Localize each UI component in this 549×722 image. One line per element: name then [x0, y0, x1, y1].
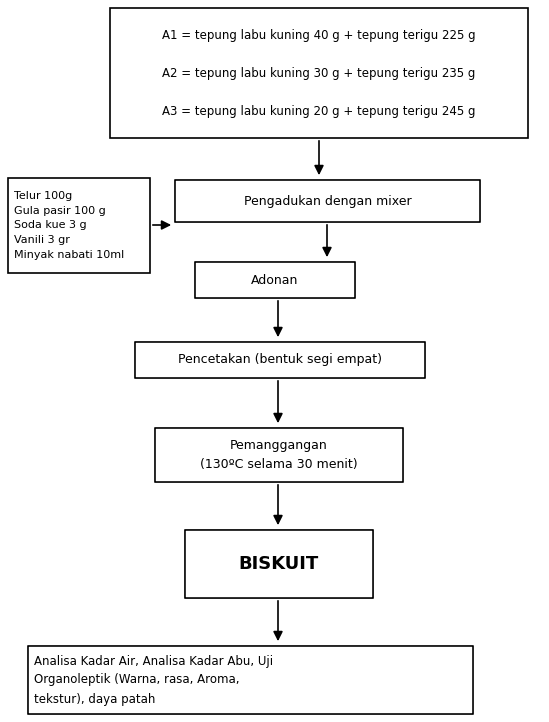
Text: Pemanggangan
(130ºC selama 30 menit): Pemanggangan (130ºC selama 30 menit) [200, 439, 358, 471]
FancyBboxPatch shape [155, 428, 403, 482]
FancyBboxPatch shape [175, 180, 480, 222]
FancyBboxPatch shape [185, 530, 373, 598]
Text: Pengadukan dengan mixer: Pengadukan dengan mixer [244, 194, 411, 207]
Text: Pencetakan (bentuk segi empat): Pencetakan (bentuk segi empat) [178, 354, 382, 367]
Text: A1 = tepung labu kuning 40 g + tepung terigu 225 g

A2 = tepung labu kuning 30 g: A1 = tepung labu kuning 40 g + tepung te… [162, 28, 476, 118]
FancyBboxPatch shape [28, 646, 473, 714]
FancyBboxPatch shape [135, 342, 425, 378]
FancyBboxPatch shape [110, 8, 528, 138]
Text: Adonan: Adonan [251, 274, 299, 287]
FancyBboxPatch shape [8, 178, 150, 273]
FancyBboxPatch shape [195, 262, 355, 298]
Text: Analisa Kadar Air, Analisa Kadar Abu, Uji
Organoleptik (Warna, rasa, Aroma,
teks: Analisa Kadar Air, Analisa Kadar Abu, Uj… [34, 655, 273, 705]
Text: BISKUIT: BISKUIT [239, 555, 319, 573]
Text: Telur 100g
Gula pasir 100 g
Soda kue 3 g
Vanili 3 gr
Minyak nabati 10ml: Telur 100g Gula pasir 100 g Soda kue 3 g… [14, 191, 124, 260]
